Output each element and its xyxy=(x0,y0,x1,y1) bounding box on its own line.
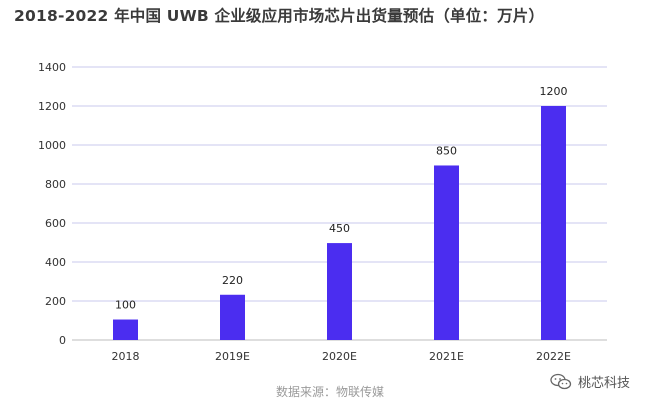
y-tick-label: 200 xyxy=(45,295,66,308)
y-tick-label: 800 xyxy=(45,178,66,191)
x-tick-label: 2022E xyxy=(536,350,571,363)
bar xyxy=(113,319,138,340)
y-tick-label: 0 xyxy=(59,334,66,347)
bars xyxy=(113,106,566,340)
wechat-icon xyxy=(550,373,572,389)
data-label: 850 xyxy=(436,144,457,157)
data-label: 1200 xyxy=(540,85,568,98)
data-labels: 100 220 450 850 1200 xyxy=(115,85,568,312)
x-tick-label: 2020E xyxy=(322,350,357,363)
x-axis-ticks: 2018 2019E 2020E 2021E 2022E xyxy=(112,350,572,363)
x-tick-label: 2021E xyxy=(429,350,464,363)
bar xyxy=(220,294,245,340)
x-tick-label: 2019E xyxy=(215,350,250,363)
bar xyxy=(541,106,566,340)
y-tick-label: 600 xyxy=(45,217,66,230)
data-label: 450 xyxy=(329,222,350,235)
y-tick-label: 1000 xyxy=(38,139,66,152)
watermark-text: 桃芯科技 xyxy=(578,376,631,391)
source-note: 数据来源：物联传媒 xyxy=(276,385,385,399)
y-axis-ticks: 0 200 400 600 800 1000 1200 1400 xyxy=(38,61,66,347)
watermark: 桃芯科技 xyxy=(550,372,630,391)
data-label: 220 xyxy=(222,274,243,287)
y-tick-label: 1400 xyxy=(38,61,66,74)
y-tick-label: 1200 xyxy=(38,100,66,113)
y-tick-label: 400 xyxy=(45,256,66,269)
bar xyxy=(327,243,352,340)
x-tick-label: 2018 xyxy=(112,350,140,363)
bar xyxy=(434,165,459,340)
data-label: 100 xyxy=(115,299,136,312)
chart-title: 2018-2022 年中国 UWB 企业级应用市场芯片出货量预估（单位：万片） xyxy=(14,7,545,25)
